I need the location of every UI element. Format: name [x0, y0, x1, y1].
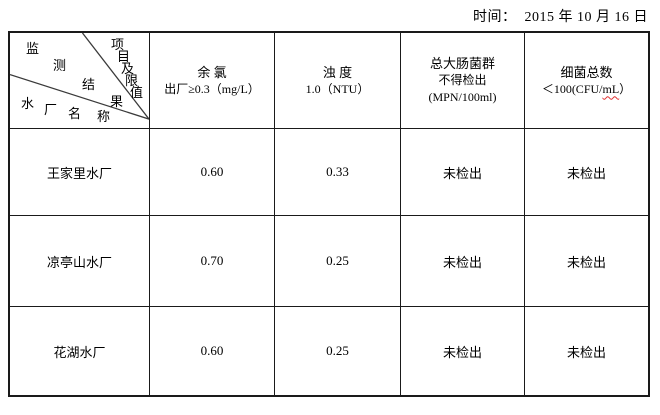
corner-char-plant: 称: [97, 109, 111, 124]
corner-char-plant: 厂: [44, 102, 58, 117]
column-header-chlorine: 余 氯 出厂≥0.3（mg/L）: [150, 33, 275, 129]
plant-name: 凉亭山水厂: [46, 254, 112, 270]
table-cell-chlorine: 0.60: [150, 307, 275, 395]
turbidity-value: 0.25: [326, 253, 349, 268]
corner-char-monitor: 测: [53, 58, 67, 73]
corner-char-monitor: 监: [26, 41, 40, 56]
table-cell-chlorine: 0.60: [150, 129, 275, 216]
corner-char-plant: 水: [21, 96, 35, 111]
corner-char-monitor: 结: [82, 77, 96, 92]
column-header-bacteria: 细菌总数 ＜100(CFU/mL）: [525, 33, 648, 129]
corner-char-project: 及: [121, 61, 135, 76]
coliform-result: 未检出: [442, 344, 482, 360]
corner-char-project: 目: [117, 49, 131, 64]
table-row-plant-name: 凉亭山水厂: [10, 216, 150, 307]
corner-char-project: 项: [111, 37, 125, 52]
corner-char-project: 限: [125, 73, 139, 88]
bacteria-result: 未检出: [566, 254, 606, 270]
bacteria-result: 未检出: [566, 344, 606, 360]
spellcheck-underlined-text: mL: [602, 81, 620, 96]
table-cell-coliform: 未检出: [401, 216, 525, 307]
corner-char-project: 值: [130, 85, 144, 100]
bacteria-result: 未检出: [566, 165, 606, 181]
diagonal-header-cell: 监 测 结 果 项 目 及 限 值 水 厂 名 称: [10, 33, 150, 129]
table-cell-bacteria: 未检出: [525, 129, 648, 216]
corner-char-monitor: 果: [110, 94, 124, 109]
header-unit: (MPN/100ml): [428, 90, 497, 104]
plant-name: 花湖水厂: [53, 344, 106, 360]
table-cell-turbidity: 0.25: [275, 216, 401, 307]
diagonal-divider-lines: [10, 33, 149, 120]
corner-char-plant: 名: [68, 106, 82, 121]
header-title: 浊 度: [322, 64, 353, 80]
coliform-result: 未检出: [442, 254, 482, 270]
table-cell-bacteria: 未检出: [525, 307, 648, 395]
limit-prefix: ＜100(CFU/: [541, 81, 603, 96]
header-limit: ＜100(CFU/mL）: [542, 81, 631, 98]
table-cell-turbidity: 0.33: [275, 129, 401, 216]
table-cell-coliform: 未检出: [401, 129, 525, 216]
header-title: 总大肠菌群: [429, 56, 495, 71]
limit-suffix: ）: [619, 81, 632, 96]
header-title: 余 氯: [197, 64, 227, 80]
table-cell-bacteria: 未检出: [525, 216, 648, 307]
chlorine-value: 0.60: [200, 164, 224, 179]
turbidity-value: 0.33: [326, 164, 349, 179]
table-cell-chlorine: 0.70: [150, 216, 275, 307]
header-limit: 出厂≥0.3（mg/L）: [164, 81, 260, 96]
table-row-plant-name: 王家里水厂: [10, 129, 150, 216]
table-row-plant-name: 花湖水厂: [10, 307, 150, 395]
plant-name: 王家里水厂: [46, 165, 112, 181]
table-cell-turbidity: 0.25: [275, 307, 401, 395]
water-quality-table: 监 测 结 果 项 目 及 限 值 水 厂 名 称 余 氯 出厂≥0.3（mg/…: [8, 31, 650, 397]
turbidity-value: 0.25: [326, 343, 349, 358]
header-limit: 1.0（NTU）: [305, 81, 370, 96]
coliform-result: 未检出: [442, 165, 482, 181]
chlorine-value: 0.70: [200, 253, 224, 268]
report-date: 时间： 2015 年 10 月 16 日: [473, 10, 648, 25]
table-cell-coliform: 未检出: [401, 307, 525, 395]
column-header-coliform: 总大肠菌群 不得检出 (MPN/100ml): [401, 33, 525, 129]
header-title: 细菌总数: [560, 64, 613, 80]
chlorine-value: 0.60: [200, 343, 224, 358]
header-limit: 不得检出: [438, 73, 487, 87]
column-header-turbidity: 浊 度 1.0（NTU）: [275, 33, 401, 129]
